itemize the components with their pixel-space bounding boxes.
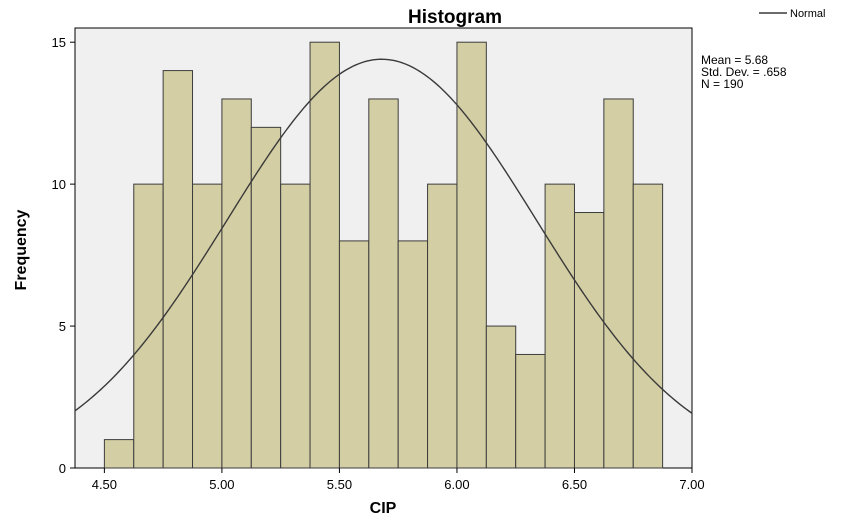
ticks-layer: 4.50 5.00 5.50 6.00 6.50 7.00 0 5 10 15 — [52, 35, 705, 492]
normal-curve-line — [74, 58, 693, 414]
histogram-bar — [632, 183, 664, 469]
y-tick-label: 10 — [52, 177, 66, 192]
x-tick-label: 6.50 — [562, 477, 587, 492]
histogram-bar — [133, 183, 164, 469]
histogram-bar — [280, 183, 311, 469]
y-tick-label: 15 — [52, 35, 66, 50]
histogram-bar — [309, 41, 340, 469]
x-axis-title: CIP — [370, 500, 397, 517]
x-tick-label: 7.00 — [679, 477, 704, 492]
histogram-bar — [221, 98, 252, 469]
legend-label-normal: Normal — [790, 8, 825, 20]
histogram-bar — [573, 212, 605, 469]
y-tick-label: 5 — [59, 319, 66, 334]
histogram-bar — [603, 98, 634, 469]
histogram-bar — [250, 126, 282, 469]
histogram-bar — [544, 183, 575, 469]
axes-layer — [70, 41, 693, 473]
histogram-bar — [427, 183, 458, 469]
bars-layer — [103, 41, 664, 469]
x-tick-label: 6.00 — [444, 477, 469, 492]
legend: Normal — [759, 8, 825, 20]
y-axis-title: Frequency — [13, 209, 30, 290]
stats-box: Mean = 5.68 Std. Dev. = .658 N = 190 — [701, 53, 787, 91]
histogram-bar — [485, 325, 517, 469]
histogram-bar — [103, 439, 135, 469]
histogram-bar — [397, 240, 429, 469]
stat-mean: Mean = 5.68 — [701, 53, 768, 67]
histogram-bar — [338, 240, 370, 469]
histogram-bar — [368, 98, 399, 469]
histogram-bar — [515, 353, 546, 469]
histogram-bar — [162, 70, 194, 469]
histogram-bar — [192, 183, 223, 469]
chart-title: Histogram — [408, 7, 502, 28]
histogram-bar — [456, 41, 487, 469]
y-tick-label: 0 — [59, 461, 66, 476]
x-tick-label: 5.50 — [327, 477, 352, 492]
stat-std-dev: Std. Dev. = .658 — [701, 65, 787, 79]
x-tick-label: 4.50 — [92, 477, 117, 492]
stat-n: N = 190 — [701, 77, 744, 91]
x-tick-label: 5.00 — [209, 477, 234, 492]
